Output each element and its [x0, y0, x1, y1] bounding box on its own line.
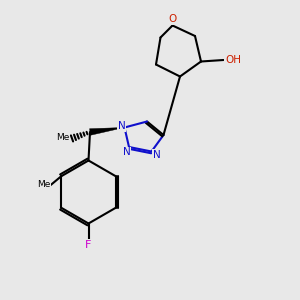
- Text: N: N: [118, 121, 125, 131]
- Text: Me: Me: [37, 180, 50, 189]
- Polygon shape: [90, 128, 124, 135]
- Text: OH: OH: [225, 55, 241, 65]
- Text: Me: Me: [56, 134, 70, 142]
- Text: N: N: [123, 147, 130, 158]
- Text: F: F: [85, 239, 92, 250]
- Text: O: O: [168, 14, 177, 25]
- Text: N: N: [153, 150, 161, 160]
